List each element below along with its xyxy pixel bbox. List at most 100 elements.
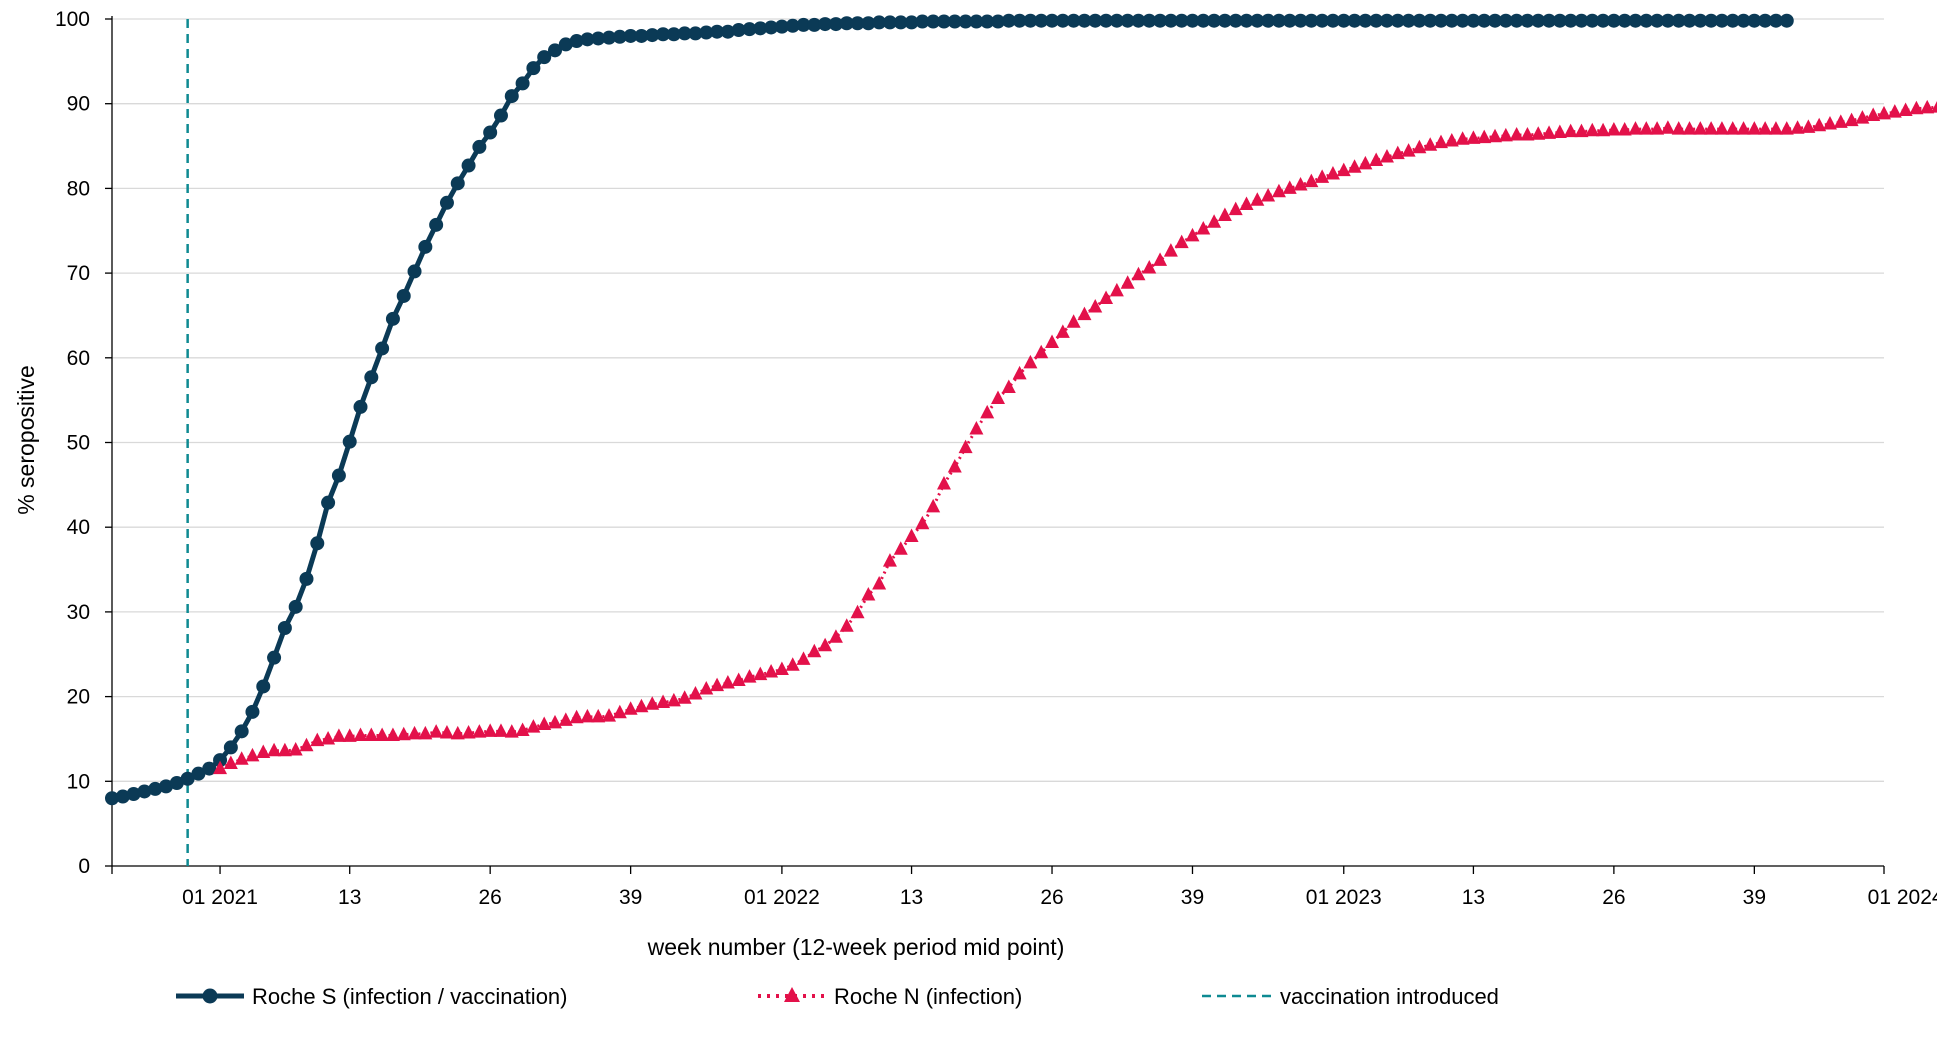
point-roche-n-49 [742, 669, 757, 683]
point-roche-n-68 [947, 459, 962, 473]
y-tick-label-90: 90 [67, 93, 90, 116]
y-tick-label-20: 20 [67, 686, 90, 709]
point-roche-n-72 [991, 390, 1005, 404]
point-roche-n-108 [1379, 149, 1394, 163]
point-roche-s-18 [299, 571, 314, 586]
point-roche-n-135 [1671, 121, 1686, 135]
x-tick-label-3: 39 [619, 886, 642, 909]
point-roche-s-59 [742, 22, 757, 37]
y-tick-label-30: 30 [67, 601, 90, 624]
point-roche-s-30 [429, 217, 444, 232]
y-tick-label-10: 10 [67, 770, 90, 793]
point-roche-n-31 [548, 714, 562, 729]
point-roche-s-96 [1142, 13, 1157, 28]
point-roche-n-118 [1488, 128, 1503, 143]
point-roche-n-74 [1012, 365, 1027, 380]
point-roche-n-88 [1163, 243, 1178, 257]
point-roche-s-57 [720, 24, 735, 39]
point-roche-n-7 [288, 741, 303, 756]
point-roche-s-27 [396, 288, 411, 303]
point-roche-n-114 [1444, 132, 1459, 147]
point-roche-n-111 [1412, 139, 1427, 154]
point-roche-s-55 [699, 25, 714, 40]
legend-label-roche-n: Roche N (infection) [834, 984, 1022, 1009]
point-roche-n-70 [969, 420, 984, 435]
point-roche-s-34 [472, 139, 487, 154]
y-axis-label: % seropositive [13, 365, 39, 515]
point-roche-s-95 [1131, 13, 1146, 28]
point-roche-s-72 [882, 15, 897, 30]
point-roche-s-105 [1239, 13, 1254, 28]
point-roche-s-150 [1725, 13, 1740, 28]
point-roche-s-88 [1055, 13, 1070, 28]
point-roche-n-131 [1628, 121, 1643, 135]
point-roche-s-141 [1628, 13, 1643, 28]
point-roche-s-20 [321, 495, 336, 510]
point-roche-s-111 [1304, 13, 1319, 28]
point-roche-n-45 [699, 680, 714, 695]
point-roche-s-76 [926, 14, 941, 29]
point-roche-n-79 [1066, 314, 1081, 328]
point-roche-s-75 [915, 14, 930, 29]
point-roche-s-54 [688, 26, 703, 41]
point-roche-n-142 [1747, 121, 1762, 135]
point-roche-n-42 [666, 692, 681, 707]
point-roche-s-77 [936, 14, 951, 29]
x-tick-label-11: 39 [1743, 886, 1766, 909]
point-roche-s-45 [591, 31, 606, 46]
point-roche-s-69 [850, 16, 865, 31]
point-roche-s-118 [1379, 13, 1394, 28]
point-roche-n-51 [764, 664, 779, 678]
legend-label-roche-s: Roche S (infection / vaccination) [252, 984, 568, 1009]
point-roche-s-74 [904, 15, 919, 30]
point-roche-n-149 [1822, 116, 1837, 130]
point-roche-s-2 [126, 787, 141, 801]
point-roche-n-43 [677, 690, 692, 704]
point-roche-s-145 [1671, 13, 1686, 28]
point-roche-n-87 [1153, 252, 1168, 266]
x-tick-label-8: 01 2023 [1306, 886, 1382, 909]
point-roche-s-1 [115, 789, 130, 804]
point-roche-n-14 [364, 727, 379, 742]
point-roche-s-149 [1714, 13, 1729, 28]
point-roche-s-148 [1704, 13, 1719, 28]
point-roche-n-141 [1736, 121, 1751, 135]
point-roche-n-66 [926, 498, 941, 513]
point-roche-n-128 [1596, 122, 1611, 137]
point-roche-s-5 [159, 779, 174, 794]
point-roche-n-18 [407, 725, 422, 740]
point-roche-s-113 [1325, 13, 1340, 28]
point-roche-n-115 [1455, 131, 1470, 145]
point-roche-s-139 [1606, 13, 1621, 28]
point-roche-n-13 [353, 727, 368, 742]
point-roche-s-138 [1596, 13, 1611, 28]
point-roche-n-11 [331, 728, 346, 742]
point-roche-n-151 [1844, 112, 1859, 127]
point-roche-s-61 [764, 20, 779, 35]
point-roche-n-95 [1239, 196, 1254, 210]
point-roche-n-89 [1174, 234, 1189, 249]
x-tick-label-4: 01 2022 [744, 886, 820, 909]
point-roche-n-73 [1001, 379, 1016, 393]
point-roche-n-50 [753, 666, 768, 681]
point-roche-s-102 [1207, 13, 1222, 28]
point-roche-s-127 [1477, 13, 1492, 28]
point-roche-n-106 [1358, 155, 1373, 170]
point-roche-n-1 [223, 755, 238, 770]
point-roche-s-51 [656, 27, 671, 42]
point-roche-n-33 [569, 709, 584, 724]
point-roche-n-55 [807, 643, 822, 658]
point-roche-n-76 [1034, 344, 1049, 359]
point-roche-s-4 [148, 781, 163, 796]
point-roche-n-159 [1931, 101, 1937, 113]
point-roche-s-155 [1779, 13, 1794, 28]
point-roche-n-52 [774, 661, 789, 675]
point-roche-n-143 [1758, 121, 1773, 135]
point-roche-n-99 [1282, 180, 1297, 194]
point-roche-n-80 [1077, 306, 1092, 321]
point-roche-s-152 [1747, 13, 1762, 28]
point-roche-n-125 [1563, 123, 1578, 138]
point-roche-n-139 [1714, 121, 1729, 135]
point-roche-s-87 [1045, 13, 1060, 28]
